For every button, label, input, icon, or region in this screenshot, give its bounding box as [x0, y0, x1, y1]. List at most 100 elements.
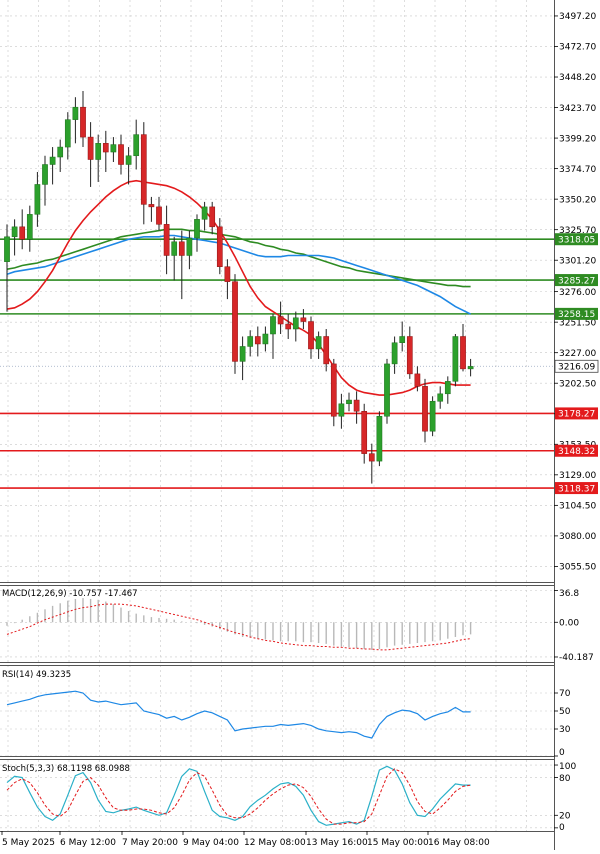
candle-bull — [467, 366, 474, 370]
candle-bull — [34, 184, 41, 215]
candle-bull — [95, 143, 102, 160]
panel-frames — [0, 0, 555, 850]
stoch-title: Stoch(5,3,3) 68.1198 68.0988 — [2, 764, 130, 774]
level-price-tag — [555, 482, 598, 495]
y-tick-label: 3129.00 — [559, 471, 596, 481]
candle-bear — [361, 411, 368, 454]
rsi-layer — [6, 690, 471, 739]
candle-bear — [353, 399, 360, 412]
candle-bear — [460, 336, 466, 370]
candle-bull — [133, 134, 140, 157]
rsi-line — [6, 690, 471, 739]
level-price-tag — [555, 274, 598, 287]
y-tick-label: 20 — [559, 811, 571, 821]
candle-bull — [110, 144, 117, 153]
y-tick-label: 3080.00 — [559, 532, 596, 542]
y-tick-label: 3276.00 — [559, 288, 596, 298]
y-tick-label: 80 — [559, 774, 571, 784]
candle-bull — [72, 106, 79, 120]
x-tick-label: 16 May 08:00 — [428, 838, 490, 848]
candle-bear — [323, 336, 330, 365]
y-tick-label: 3374.70 — [559, 165, 596, 175]
x-tick-label: 13 May 16:00 — [306, 838, 368, 848]
candle-bull — [186, 237, 193, 256]
candle-bear — [224, 266, 231, 282]
stoch-d-line — [6, 768, 471, 825]
candle-bear — [422, 386, 428, 432]
candle-bull — [346, 399, 352, 405]
level-price-label: 3118.37 — [558, 484, 595, 494]
y-tick-label: 3423.70 — [559, 104, 596, 114]
ma-mid-series — [6, 234, 471, 315]
candle-bull — [171, 241, 178, 256]
candle-bull — [444, 381, 451, 395]
candle-bear — [216, 226, 223, 267]
stoch-layer — [6, 765, 471, 826]
candle-bull — [399, 336, 406, 343]
candle-bear — [148, 204, 155, 208]
x-tick-label: 9 May 04:00 — [183, 838, 239, 848]
candle-bull — [338, 403, 345, 417]
candle-bear — [277, 316, 284, 325]
candle-bear — [178, 241, 185, 256]
ma-layer — [6, 179, 471, 396]
candle-bull — [201, 206, 208, 220]
candle-bear — [140, 134, 147, 205]
y-tick-label: 100 — [559, 762, 576, 772]
candle-bear — [254, 336, 261, 345]
candle-bull — [125, 155, 132, 165]
x-tick-label: 7 May 20:00 — [122, 838, 178, 848]
candle-bull — [57, 146, 64, 158]
level-price-tag — [555, 407, 598, 420]
y-tick-label: 0 — [559, 748, 565, 758]
candle-bear — [330, 363, 337, 417]
level-price-label: 3285.27 — [558, 276, 595, 286]
candle-bear — [118, 144, 124, 165]
candle-bear — [19, 226, 26, 240]
y-tick-label: 3448.20 — [559, 73, 596, 83]
candle-bear — [87, 136, 94, 160]
macd-title: MACD(12,26,9) -10.757 -17.467 — [2, 589, 138, 599]
y-tick-label: 3399.20 — [559, 134, 596, 144]
candle-bull — [262, 333, 269, 345]
x-tick-label: 15 May 00:00 — [367, 838, 429, 848]
y-tick-label: 3202.50 — [559, 379, 596, 389]
candle-bear — [414, 373, 421, 387]
candle-bull — [315, 336, 322, 350]
candle-bear — [102, 143, 109, 153]
candle-bear — [368, 453, 375, 462]
candle-bull — [11, 226, 18, 238]
candle-bear — [80, 106, 86, 138]
y-tick-label: 3497.20 — [559, 12, 596, 22]
candle-bull — [452, 336, 459, 382]
candle-bear — [308, 321, 314, 350]
y-tick-label: 3227.00 — [559, 349, 596, 359]
y-tick-label: 3472.70 — [559, 43, 596, 53]
candle-bull — [239, 346, 246, 362]
candle-bear — [300, 317, 307, 322]
y-tick-label: 3055.50 — [559, 563, 596, 573]
candle-bear — [163, 224, 170, 256]
level-price-label: 3148.32 — [558, 447, 595, 457]
current-price-label: 3216.09 — [558, 363, 595, 373]
macd-signal-line — [6, 603, 471, 651]
x-tick-label: 6 May 12:00 — [60, 838, 116, 848]
candle-bull — [64, 119, 71, 148]
candle-bull — [292, 317, 299, 330]
candle-bull — [42, 164, 48, 185]
y-tick-label: 3350.20 — [559, 195, 596, 205]
candle-bear — [406, 336, 413, 375]
rsi-title: RSI(14) 49.3235 — [2, 670, 71, 680]
candle-bull — [49, 156, 56, 165]
candle-bull — [429, 401, 436, 432]
candle-layer — [4, 90, 474, 484]
ma-slow-series — [6, 228, 471, 288]
x-tick-label: 12 May 08:00 — [244, 838, 306, 848]
level-price-label: 3258.15 — [558, 310, 595, 320]
current-price-tag — [554, 359, 599, 373]
candle-bear — [285, 323, 292, 330]
y-tick-label: -40.187 — [559, 653, 594, 663]
candle-bull — [26, 214, 33, 240]
candle-bull — [270, 316, 276, 335]
